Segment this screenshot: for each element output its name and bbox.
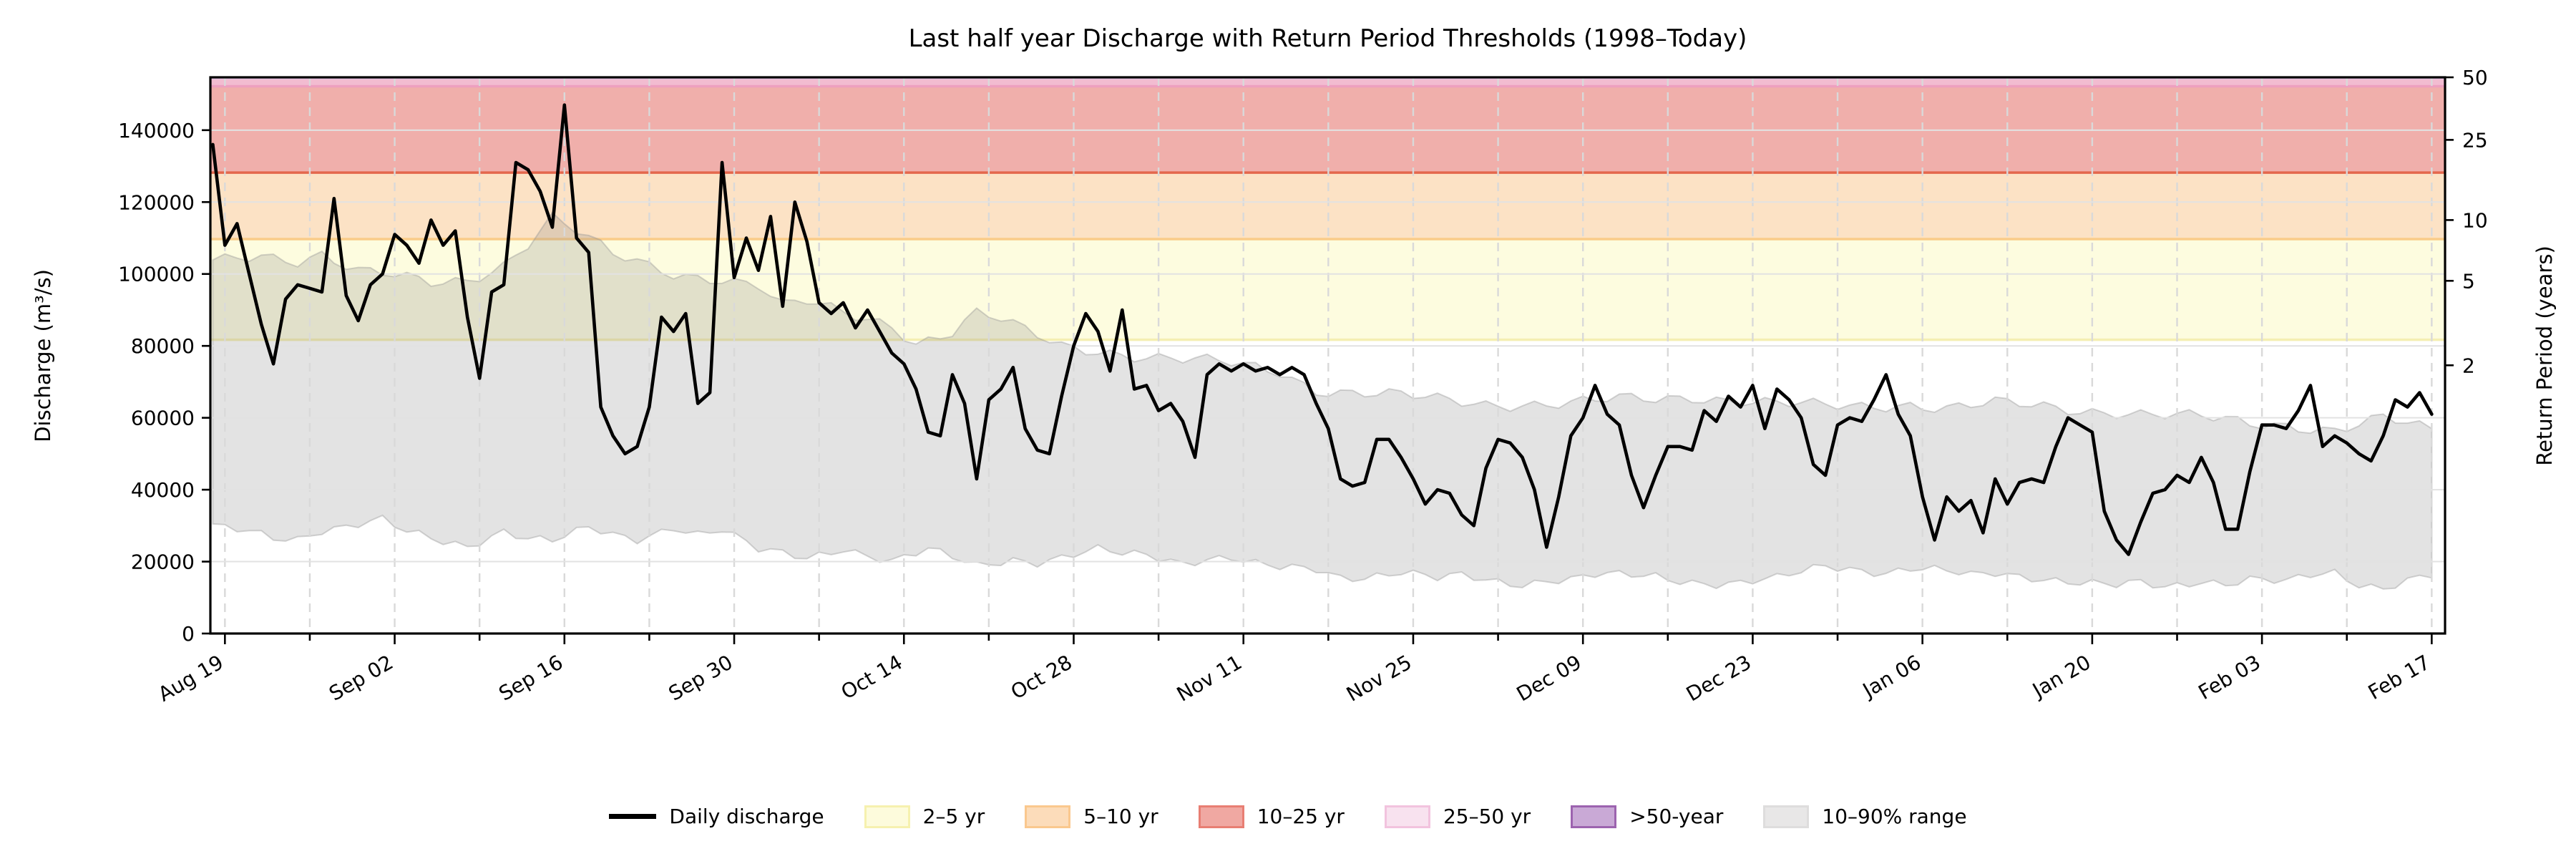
legend-item-label: Daily discharge — [669, 805, 824, 828]
y-tick-label-left: 80000 — [131, 334, 195, 358]
x-tick-label: Aug 19 — [154, 650, 227, 706]
y-tick-label-left: 40000 — [131, 478, 195, 502]
legend-item-label: 25–50 yr — [1443, 805, 1531, 828]
legend-patch-swatch — [1025, 805, 1071, 828]
y-tick-label-left: 140000 — [118, 119, 195, 142]
legend-patch-swatch — [1384, 805, 1430, 828]
daily-discharge-line — [211, 103, 2434, 556]
legend-item-label: 2–5 yr — [922, 805, 985, 828]
y-tick-label-left: 60000 — [131, 407, 195, 430]
x-tick-label: Feb 03 — [2195, 650, 2265, 704]
legend-item-label: 10–90% range — [1822, 805, 1967, 828]
x-tick-label: Dec 23 — [1682, 650, 1755, 706]
legend-item: >50-year — [1571, 805, 1723, 828]
y-tick-label-left: 0 — [182, 622, 195, 646]
x-tick-label: Sep 02 — [325, 650, 397, 705]
legend-patch-swatch — [1763, 805, 1810, 828]
y-tick-label-left: 120000 — [118, 190, 195, 214]
x-tick-label: Oct 28 — [1007, 650, 1076, 704]
legend-patch-swatch — [1571, 805, 1617, 828]
chart-title: Last half year Discharge with Return Per… — [908, 24, 1747, 53]
y-tick-label-right: 25 — [2462, 128, 2488, 152]
x-tick-label: Nov 11 — [1173, 650, 1246, 706]
legend: Daily discharge 2–5 yr 5–10 yr 10–25 yr 25–5… — [0, 805, 2576, 828]
y-tick-label-right: 10 — [2462, 208, 2488, 232]
legend-patch-swatch — [864, 805, 910, 828]
legend-item-label: 10–25 yr — [1257, 805, 1345, 828]
legend-item-label: >50-year — [1629, 805, 1724, 828]
x-tick-label: Sep 16 — [495, 650, 567, 705]
legend-item: Daily discharge — [609, 805, 824, 828]
legend-item: 5–10 yr — [1025, 805, 1158, 828]
x-tick-label: Jan 20 — [2027, 650, 2094, 702]
x-tick-label: Dec 09 — [1513, 650, 1586, 706]
x-tick-label: Jan 06 — [1858, 650, 1925, 702]
legend-item: 10–25 yr — [1198, 805, 1345, 828]
legend-item: 2–5 yr — [864, 805, 985, 828]
y-tick-label-right: 50 — [2462, 66, 2488, 89]
legend-item: 25–50 yr — [1384, 805, 1531, 828]
x-tick-label: Sep 30 — [665, 650, 737, 705]
x-tick-label: Feb 17 — [2364, 650, 2434, 704]
x-tick-label: Oct 14 — [837, 650, 907, 704]
legend-line-swatch — [609, 814, 657, 819]
y-tick-label-left: 20000 — [131, 550, 195, 574]
y-tick-label-right: 2 — [2462, 354, 2475, 377]
legend-patch-swatch — [1198, 805, 1244, 828]
y-tick-label-left: 100000 — [118, 263, 195, 286]
legend-item-label: 5–10 yr — [1083, 805, 1158, 828]
y-tick-label-right: 5 — [2462, 269, 2475, 293]
legend-item: 10–90% range — [1763, 805, 1967, 828]
x-tick-label: Nov 25 — [1342, 650, 1415, 706]
